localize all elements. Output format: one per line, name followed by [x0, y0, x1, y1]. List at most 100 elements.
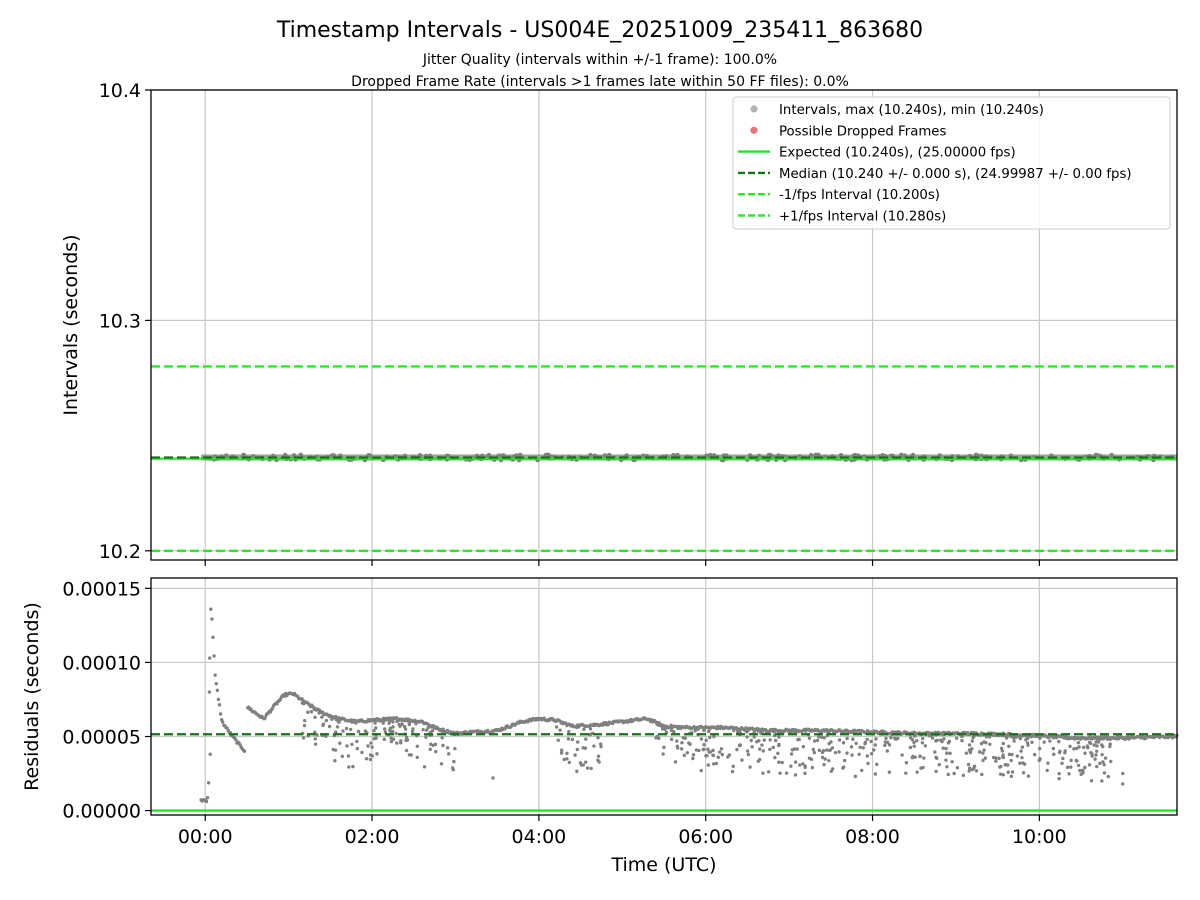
residual-point	[453, 746, 457, 751]
residual-point	[960, 739, 964, 743]
residuals-y-axis-label: Residuals (seconds)	[21, 602, 43, 791]
residual-point	[383, 730, 388, 734]
residual-point	[301, 736, 306, 740]
residual-point	[820, 755, 825, 760]
residual-point	[1106, 774, 1111, 779]
residual-point	[599, 744, 603, 749]
interval-point	[298, 452, 304, 458]
residual-point	[676, 726, 680, 731]
residual-point	[841, 741, 846, 745]
residual-point	[705, 754, 709, 758]
residual-point	[784, 771, 789, 775]
residual-point	[850, 753, 854, 757]
residual-point	[858, 745, 862, 750]
residual-point	[1020, 745, 1025, 749]
residual-point	[313, 730, 317, 734]
residual-point	[596, 736, 600, 740]
residual-point	[1065, 765, 1070, 770]
residual-point	[1076, 763, 1081, 768]
residual-point	[935, 756, 939, 760]
residual-point	[313, 742, 318, 746]
residual-point	[761, 749, 765, 753]
residual-point	[315, 733, 319, 737]
residual-point	[440, 736, 444, 740]
residual-point	[894, 737, 898, 741]
legend-label: Intervals, max (10.240s), min (10.240s)	[779, 103, 1044, 118]
residual-point	[447, 752, 451, 756]
residual-point	[968, 749, 973, 753]
residual-point	[716, 755, 720, 759]
residual-point	[872, 748, 876, 752]
residual-point	[676, 746, 680, 750]
residual-point	[327, 724, 332, 729]
residual-point	[1087, 740, 1092, 745]
residual-point	[1081, 768, 1085, 773]
residual-point	[694, 748, 699, 752]
residual-point	[887, 770, 892, 774]
residual-point	[707, 750, 711, 754]
residual-point	[789, 764, 793, 768]
residual-point	[803, 764, 807, 768]
residual-point	[794, 760, 798, 764]
residual-point	[918, 754, 922, 758]
legend-label: Expected (10.240s), (25.00000 fps)	[779, 146, 1016, 161]
residual-point	[711, 762, 716, 766]
residual-point	[1083, 765, 1087, 770]
residual-point	[1009, 774, 1014, 779]
residual-point	[811, 747, 816, 752]
residual-point	[960, 734, 964, 739]
residual-point	[919, 766, 923, 770]
residual-point	[752, 735, 756, 739]
residuals-plot-area	[151, 578, 1177, 815]
residual-point	[883, 743, 887, 748]
residual-point	[828, 748, 832, 752]
residual-point	[570, 737, 575, 742]
residual-point	[439, 762, 444, 766]
residual-point	[368, 757, 373, 762]
residual-point	[1102, 762, 1106, 767]
residual-point	[336, 719, 340, 723]
residual-point	[430, 729, 435, 733]
residual-point	[994, 759, 998, 763]
residual-point	[1067, 772, 1071, 776]
residual-point	[431, 743, 435, 748]
residual-point	[971, 735, 975, 740]
residual-point	[981, 751, 985, 755]
residual-point	[874, 737, 878, 741]
residual-point	[755, 740, 759, 744]
residual-point	[849, 745, 854, 749]
legend-label: Possible Dropped Frames	[779, 124, 946, 139]
residual-point	[567, 729, 571, 734]
residual-point	[970, 739, 974, 743]
residual-point	[873, 772, 878, 776]
residual-point	[991, 732, 996, 737]
residual-point	[596, 754, 601, 758]
residual-point	[404, 748, 409, 753]
residuals-x-tick-label: 02:00	[345, 826, 400, 848]
residual-point	[414, 721, 418, 726]
residual-point	[865, 754, 870, 758]
residual-point	[1077, 745, 1081, 749]
jitter-quality-subtitle: Jitter Quality (intervals within +/-1 fr…	[422, 52, 777, 68]
residual-point	[863, 740, 868, 745]
residual-point	[875, 762, 879, 767]
residual-point	[842, 758, 847, 763]
residual-point	[355, 746, 359, 751]
residual-point	[833, 750, 838, 755]
residual-point	[851, 737, 855, 741]
residual-point	[333, 759, 337, 763]
residual-point	[573, 753, 577, 757]
residual-point	[208, 752, 212, 756]
residual-point	[1083, 751, 1087, 755]
residual-point	[854, 741, 858, 745]
residual-point	[1094, 740, 1098, 744]
residual-point	[657, 736, 661, 741]
residual-point	[750, 745, 754, 749]
residual-point	[338, 741, 342, 745]
residual-point	[768, 747, 772, 752]
residual-point	[1045, 768, 1049, 773]
residual-point	[213, 673, 217, 677]
residual-point	[998, 772, 1003, 776]
residual-point	[822, 736, 826, 740]
